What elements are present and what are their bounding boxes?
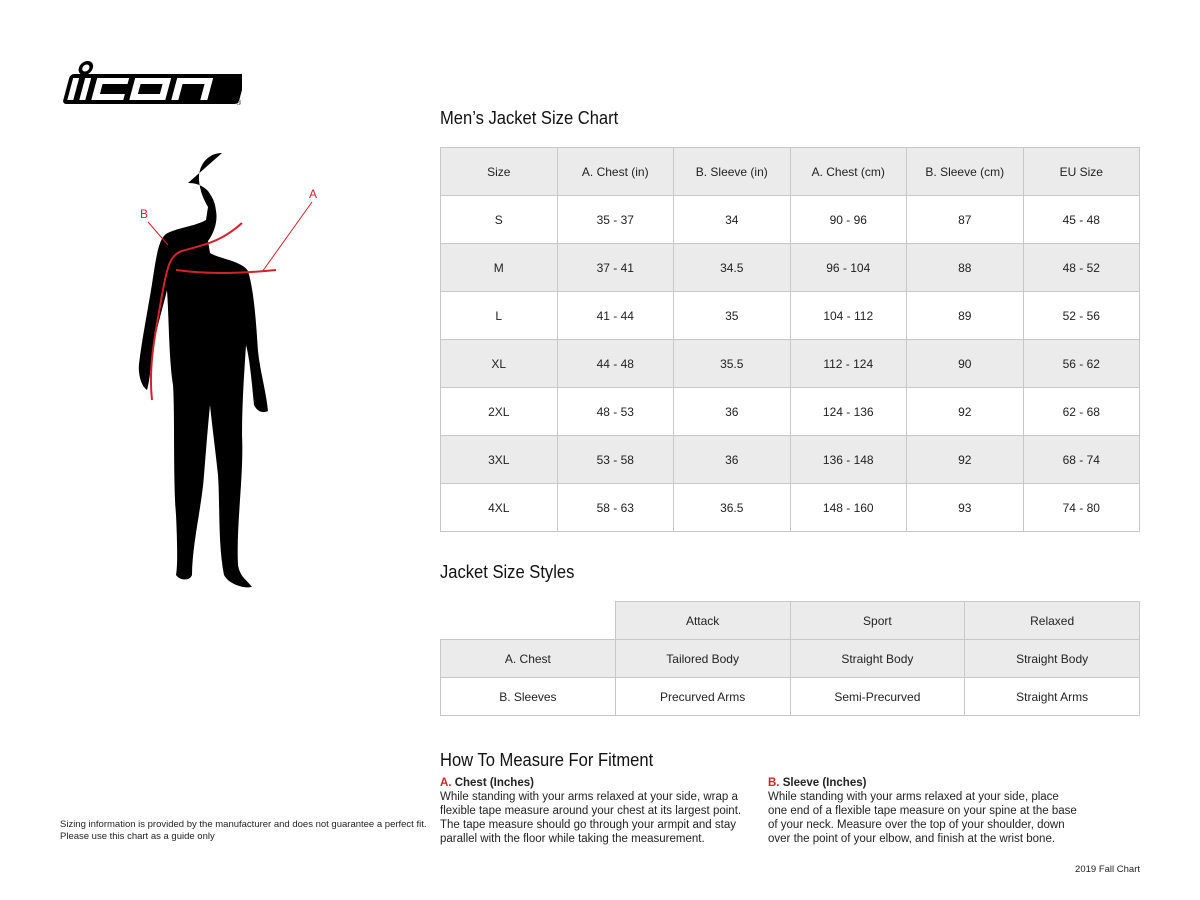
table-cell: 48 - 53 <box>556 387 674 436</box>
table-row: M 37 - 41 34.5 96 - 104 88 48 - 52 <box>440 243 1140 292</box>
table-cell: 48 - 52 <box>1022 243 1140 292</box>
chest-instructions: A. Chest (Inches) While standing with yo… <box>440 776 750 846</box>
footer-chart-date: 2019 Fall Chart <box>1075 864 1140 875</box>
table-cell: 35 - 37 <box>556 195 674 244</box>
table-cell: 96 - 104 <box>789 243 907 292</box>
header-cell: Relaxed <box>964 601 1140 640</box>
table-cell: 104 - 112 <box>789 291 907 340</box>
table-cell: 68 - 74 <box>1022 435 1140 484</box>
table-cell: Straight Body <box>789 639 966 678</box>
header-cell <box>440 601 616 640</box>
sleeve-instructions: B. Sleeve (Inches) While standing with y… <box>768 776 1078 846</box>
table-cell: 89 <box>906 291 1024 340</box>
table-cell: 36 <box>673 435 791 484</box>
chest-heading: Chest (Inches) <box>454 777 534 789</box>
chest-text: While standing with your arms relaxed at… <box>440 791 742 845</box>
table-cell: 4XL <box>440 483 558 532</box>
table-cell: 88 <box>906 243 1024 292</box>
body-silhouette-figure: A B <box>138 153 317 588</box>
table-cell: 2XL <box>440 387 558 436</box>
table-cell: XL <box>440 339 558 388</box>
table-cell: 35.5 <box>673 339 791 388</box>
table-cell: 90 - 96 <box>789 195 907 244</box>
table-cell: 74 - 80 <box>1022 483 1140 532</box>
header-cell: Attack <box>614 601 791 640</box>
table-cell: 56 - 62 <box>1022 339 1140 388</box>
table-cell: 34.5 <box>673 243 791 292</box>
size-chart-title: Men’s Jacket Size Chart <box>440 108 619 128</box>
disclaimer-line: Please use this chart as a guide only <box>60 831 215 842</box>
sleeve-heading: Sleeve (Inches) <box>782 777 867 789</box>
icon-logo: ® <box>60 60 246 111</box>
table-cell: 36 <box>673 387 791 436</box>
measure-title: How To Measure For Fitment <box>440 750 654 770</box>
table-cell: 93 <box>906 483 1024 532</box>
sleeve-text: While standing with your arms relaxed at… <box>768 791 1077 845</box>
header-cell: B. Sleeve (cm) <box>906 147 1024 196</box>
table-row: 2XL 48 - 53 36 124 - 136 92 62 - 68 <box>440 387 1140 436</box>
styles-title: Jacket Size Styles <box>440 562 575 582</box>
header-cell: Size <box>440 147 558 196</box>
table-cell: 34 <box>673 195 791 244</box>
header-cell: A. Chest (cm) <box>789 147 907 196</box>
table-cell: 90 <box>906 339 1024 388</box>
header-cell: A. Chest (in) <box>556 147 674 196</box>
table-cell: 58 - 63 <box>556 483 674 532</box>
table-cell: Precurved Arms <box>614 677 791 716</box>
table-header-row: Size A. Chest (in) B. Sleeve (in) A. Chest … <box>440 147 1140 196</box>
table-cell: 53 - 58 <box>556 435 674 484</box>
table-cell: 3XL <box>440 435 558 484</box>
disclaimer-line: Sizing information is provided by the ma… <box>60 819 427 830</box>
table-cell: 124 - 136 <box>789 387 907 436</box>
table-row: 4XL 58 - 63 36.5 148 - 160 93 74 - 80 <box>440 483 1140 532</box>
chest-letter: A. <box>440 777 452 789</box>
styles-table: Attack Sport Relaxed A. Chest Tailored Body S… <box>440 601 1140 716</box>
table-cell: 92 <box>906 387 1024 436</box>
sleeve-letter: B. <box>768 777 780 789</box>
table-row: L 41 - 44 35 104 - 112 89 52 - 56 <box>440 291 1140 340</box>
table-header-row: Attack Sport Relaxed <box>440 601 1140 640</box>
table-row: 3XL 53 - 58 36 136 - 148 92 68 - 74 <box>440 435 1140 484</box>
table-row: S 35 - 37 34 90 - 96 87 45 - 48 <box>440 195 1140 244</box>
table-cell: 41 - 44 <box>556 291 674 340</box>
header-cell: EU Size <box>1022 147 1140 196</box>
table-cell: L <box>440 291 558 340</box>
table-cell: S <box>440 195 558 244</box>
table-cell: 136 - 148 <box>789 435 907 484</box>
label-a: A <box>309 187 317 201</box>
table-cell: 92 <box>906 435 1024 484</box>
table-row: XL 44 - 48 35.5 112 - 124 90 56 - 62 <box>440 339 1140 388</box>
table-cell: 35 <box>673 291 791 340</box>
disclaimer: Sizing information is provided by the ma… <box>60 819 427 843</box>
table-cell: 45 - 48 <box>1022 195 1140 244</box>
size-chart-table: Size A. Chest (in) B. Sleeve (in) A. Chest … <box>440 147 1140 532</box>
table-cell: A. Chest <box>440 639 616 678</box>
header-cell: Sport <box>789 601 966 640</box>
table-cell: Straight Arms <box>964 677 1140 716</box>
table-cell: 87 <box>906 195 1024 244</box>
svg-text:®: ® <box>236 99 242 106</box>
table-cell: Semi-Precurved <box>789 677 966 716</box>
table-cell: M <box>440 243 558 292</box>
table-cell: 44 - 48 <box>556 339 674 388</box>
table-row: A. Chest Tailored Body Straight Body Straig… <box>440 639 1140 678</box>
table-cell: 148 - 160 <box>789 483 907 532</box>
table-cell: 52 - 56 <box>1022 291 1140 340</box>
table-cell: Straight Body <box>964 639 1140 678</box>
label-b: B <box>140 207 148 221</box>
table-cell: B. Sleeves <box>440 677 616 716</box>
table-row: B. Sleeves Precurved Arms Semi-Precurved St… <box>440 677 1140 716</box>
table-cell: 36.5 <box>673 483 791 532</box>
table-cell: 37 - 41 <box>556 243 674 292</box>
table-cell: Tailored Body <box>614 639 791 678</box>
table-cell: 112 - 124 <box>789 339 907 388</box>
table-cell: 62 - 68 <box>1022 387 1140 436</box>
header-cell: B. Sleeve (in) <box>673 147 791 196</box>
